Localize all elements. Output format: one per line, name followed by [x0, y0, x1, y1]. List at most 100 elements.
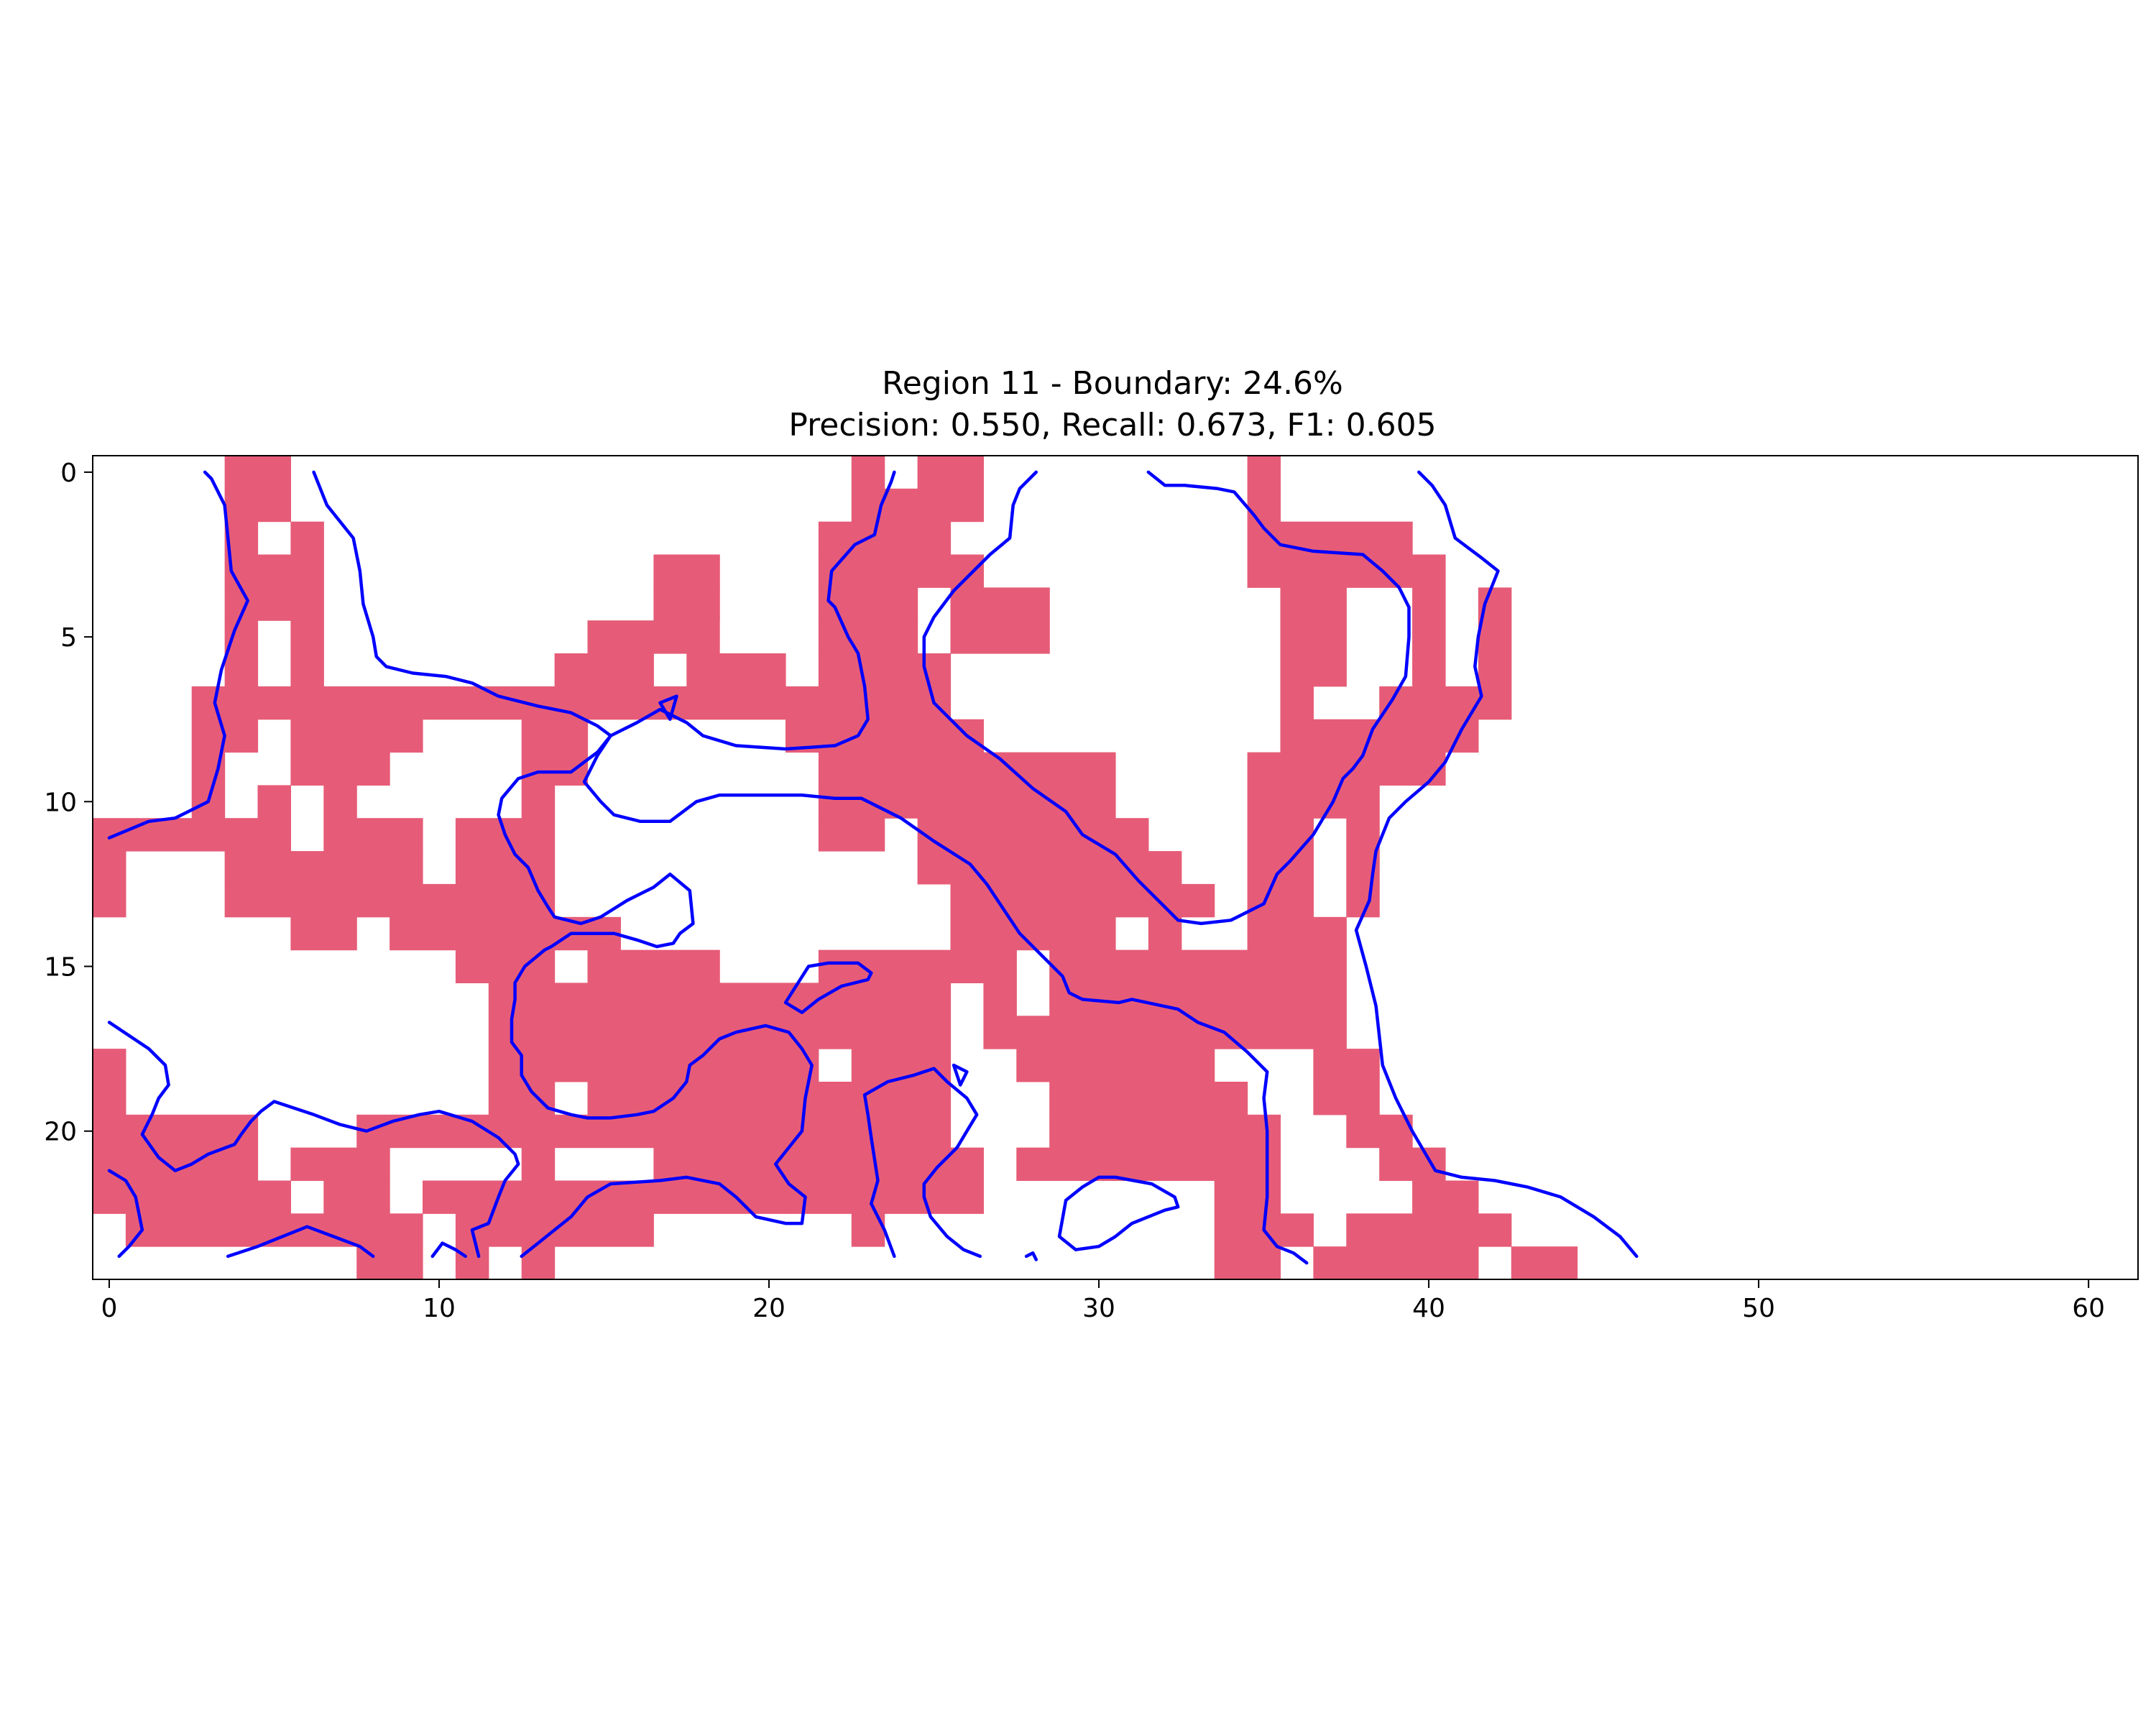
mask-cell — [323, 1180, 390, 1214]
mask-cell — [1214, 1180, 1281, 1214]
mask-cell — [1214, 1246, 1248, 1280]
mask-cell — [1412, 653, 1446, 687]
mask-cell — [818, 587, 918, 621]
mask-cell — [818, 653, 952, 687]
mask-cell — [224, 653, 259, 687]
mask-cell — [93, 851, 126, 885]
mask-cell — [1511, 1246, 1578, 1280]
mask-cell — [1049, 785, 1116, 819]
mask-cell — [1247, 916, 1347, 951]
x-tick-label: 30 — [1082, 1294, 1115, 1323]
mask-cell — [290, 916, 357, 951]
x-axis: 0 10 20 30 40 50 60 — [101, 1279, 2105, 1323]
mask-cell — [521, 785, 556, 819]
mask-cell — [257, 785, 291, 819]
mask-cell — [488, 1049, 819, 1082]
contour-line — [107, 470, 249, 840]
mask-cell — [290, 752, 324, 786]
mask-cell — [1313, 1082, 1380, 1116]
mask-cell — [653, 554, 720, 588]
mask-cell — [290, 686, 589, 720]
mask-cell — [1280, 949, 1347, 983]
mask-cell — [950, 587, 1050, 621]
mask-cell — [983, 1016, 1050, 1049]
mask-cell — [917, 456, 984, 489]
mask-cell — [818, 554, 984, 588]
mask-cell — [1478, 653, 1512, 687]
mask-cell — [125, 1213, 423, 1247]
mask-cell — [290, 620, 324, 654]
mask-cell — [686, 653, 786, 687]
contour-line — [430, 1241, 467, 1259]
mask-cell — [1280, 686, 1314, 720]
mask-cell — [1247, 554, 1446, 588]
x-tick-label: 50 — [1742, 1294, 1775, 1323]
mask-cell — [93, 1082, 126, 1116]
mask-cell — [290, 719, 423, 753]
contour-line — [107, 1021, 520, 1259]
mask-cell — [290, 653, 324, 687]
mask-cell — [93, 1114, 126, 1149]
mask-cell — [93, 1180, 291, 1214]
mask-cell — [653, 1147, 984, 1181]
y-tick-label: 15 — [44, 953, 77, 983]
mask-cell — [93, 1147, 259, 1181]
mask-cell — [521, 719, 589, 753]
contour-line — [658, 694, 678, 721]
mask-cell — [1148, 916, 1182, 951]
mask-cell — [290, 1147, 390, 1181]
mask-cell — [1247, 488, 1281, 523]
contour-line — [497, 734, 863, 1259]
mask-cell — [1247, 785, 1380, 819]
mask-cell — [851, 1016, 952, 1049]
mask-cell — [554, 1114, 720, 1149]
mask-cell — [818, 686, 952, 720]
contour-line — [783, 961, 873, 1014]
mask-cell — [1346, 1114, 1413, 1149]
mask-cell — [587, 620, 720, 654]
mask-cell — [323, 818, 423, 852]
mask-cell — [1313, 1049, 1380, 1082]
mask-cell — [1016, 1049, 1083, 1082]
mask-cell — [554, 653, 654, 687]
mask-cell — [884, 1180, 984, 1214]
mask-cell — [818, 620, 918, 654]
mask-cell — [818, 521, 952, 556]
mask-cell — [356, 1114, 556, 1149]
mask-cell — [1412, 587, 1446, 621]
contour-line — [862, 1067, 982, 1259]
mask-cell — [1346, 818, 1380, 852]
mask-cell — [1412, 620, 1446, 654]
mask-cell — [587, 686, 819, 720]
y-axis: 0 5 10 15 20 — [44, 459, 93, 1147]
mask-cell — [423, 1180, 522, 1214]
mask-cell — [224, 488, 291, 523]
mask-cell — [224, 554, 324, 588]
mask-cell — [488, 1082, 556, 1116]
contour-line — [226, 1225, 375, 1259]
y-tick-label: 0 — [60, 459, 77, 488]
mask-cell — [653, 949, 720, 983]
mask-cell — [323, 785, 357, 819]
x-tick-label: 40 — [1412, 1294, 1445, 1323]
mask-cell — [488, 983, 852, 1016]
mask-cell — [1280, 719, 1479, 753]
y-tick-label: 5 — [60, 623, 77, 653]
axes-frame — [92, 455, 2139, 1280]
mask-cell — [851, 983, 952, 1016]
contour-line — [1354, 470, 1639, 1259]
mask-cell — [93, 883, 126, 918]
mask-cell — [323, 752, 390, 786]
mask-cell — [818, 785, 1050, 819]
mask-cell — [851, 1049, 952, 1082]
mask-cell — [917, 752, 1116, 786]
mask-cell — [1280, 653, 1347, 687]
mask-cell — [1379, 1147, 1446, 1181]
contour-line — [1057, 1175, 1180, 1251]
mask-cell — [191, 686, 291, 720]
x-tick-label: 60 — [2072, 1294, 2105, 1323]
mask-cell — [488, 1016, 852, 1049]
mask-cell — [950, 620, 1050, 654]
mask-cell — [455, 851, 556, 885]
